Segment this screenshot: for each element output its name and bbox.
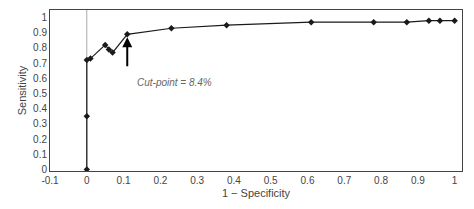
svg-text:0.9: 0.9: [411, 175, 425, 186]
svg-text:0.3: 0.3: [33, 118, 47, 129]
svg-text:0.7: 0.7: [337, 175, 351, 186]
svg-text:0.1: 0.1: [117, 175, 131, 186]
svg-text:1: 1: [452, 175, 458, 186]
svg-text:0.2: 0.2: [33, 134, 47, 145]
svg-text:-0.1: -0.1: [41, 175, 59, 186]
svg-text:Cut-point = 8.4%: Cut-point = 8.4%: [137, 77, 212, 88]
svg-text:0.4: 0.4: [33, 103, 47, 114]
svg-text:Sensitivity: Sensitivity: [16, 65, 28, 115]
svg-text:0.6: 0.6: [301, 175, 315, 186]
svg-text:0.2: 0.2: [153, 175, 167, 186]
svg-text:0.1: 0.1: [33, 149, 47, 160]
svg-text:1 − Specificity: 1 − Specificity: [222, 187, 291, 199]
svg-text:1: 1: [41, 12, 47, 23]
svg-text:0: 0: [84, 175, 90, 186]
svg-text:0.6: 0.6: [33, 73, 47, 84]
svg-text:0.5: 0.5: [264, 175, 278, 186]
svg-text:0.5: 0.5: [33, 88, 47, 99]
svg-text:0.8: 0.8: [33, 42, 47, 53]
svg-text:0.7: 0.7: [33, 58, 47, 69]
svg-text:0.4: 0.4: [227, 175, 241, 186]
svg-text:0.9: 0.9: [33, 27, 47, 38]
svg-text:0.8: 0.8: [374, 175, 388, 186]
svg-text:0: 0: [41, 164, 47, 175]
svg-text:0.3: 0.3: [190, 175, 204, 186]
